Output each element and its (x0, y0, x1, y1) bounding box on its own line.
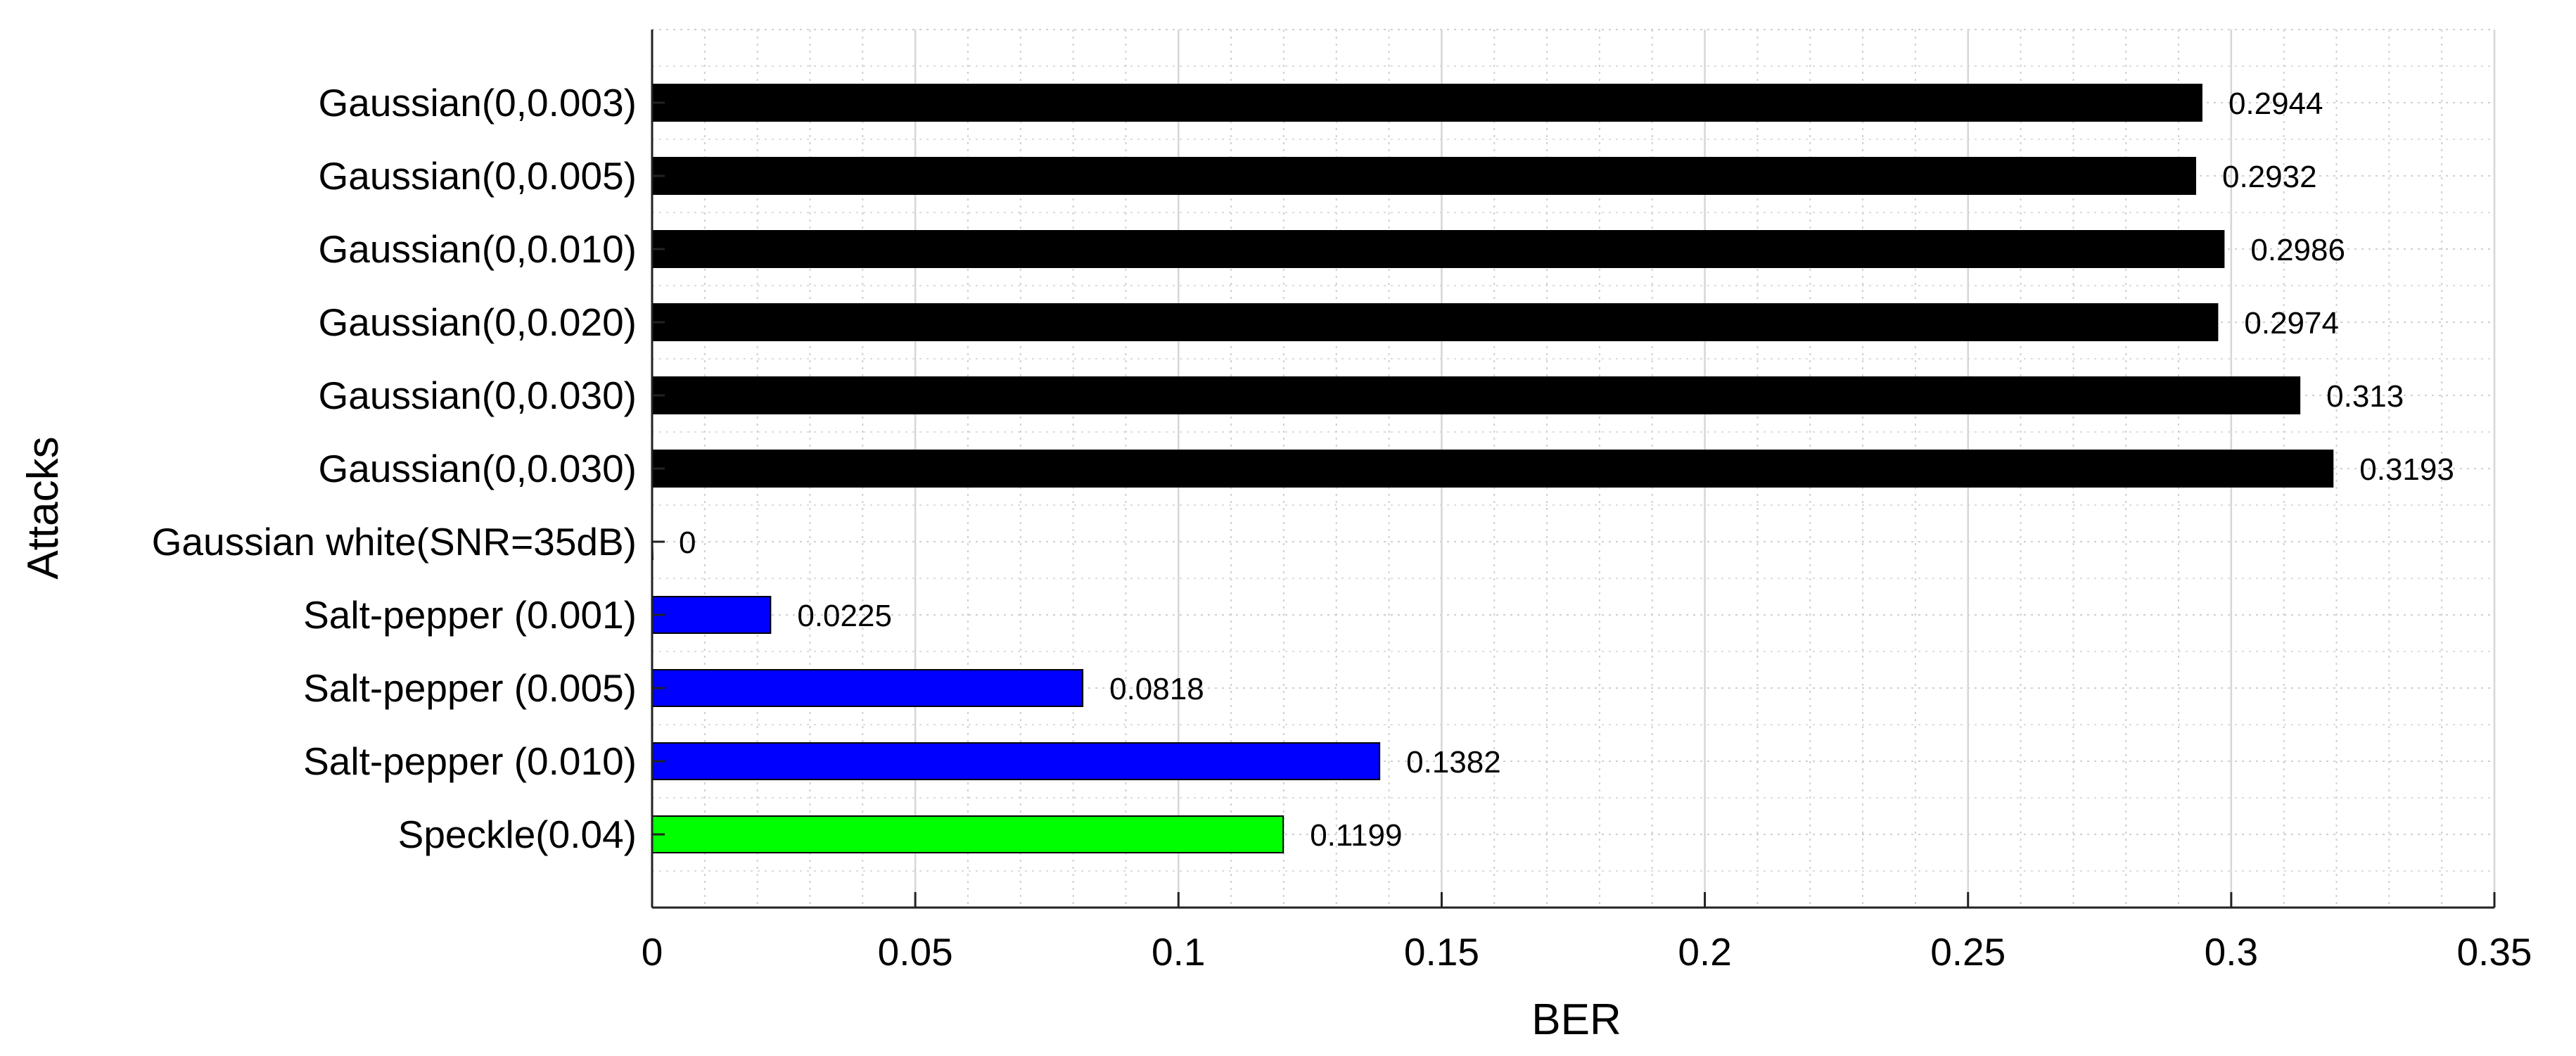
x-axis-title: BER (1531, 995, 1621, 1044)
category-label: Gaussian(0,0.030) (319, 374, 637, 417)
bar (651, 376, 2301, 414)
category-label: Gaussian(0,0.005) (319, 154, 637, 198)
x-tick-label: 0.15 (1404, 930, 1479, 974)
value-label: 0.2986 (2250, 233, 2345, 267)
y-axis-title: Attacks (19, 436, 68, 579)
value-label: 0.1382 (1406, 745, 1501, 780)
bar (651, 669, 1084, 707)
category-label: Gaussian white(SNR=35dB) (152, 520, 637, 564)
bar (651, 303, 2219, 341)
category-label: Gaussian(0,0.030) (319, 447, 637, 490)
bar (651, 742, 1381, 780)
category-label: Salt-pepper (0.001) (303, 593, 637, 637)
x-tick-label: 0.1 (1152, 930, 1205, 974)
value-label: 0.3193 (2359, 452, 2454, 487)
bar (651, 450, 2334, 488)
x-tick-label: 0.2 (1678, 930, 1731, 974)
category-label: Speckle(0.04) (398, 813, 637, 856)
value-label: 0 (679, 526, 696, 560)
value-label: 0.1199 (1310, 818, 1402, 853)
category-label: Gaussian(0,0.010) (319, 227, 637, 271)
category-label: Salt-pepper (0.010) (303, 739, 637, 783)
bars (651, 84, 2334, 853)
category-label: Gaussian(0,0.020) (319, 300, 637, 344)
value-label: 0.2932 (2222, 160, 2317, 194)
bar (651, 815, 1284, 853)
value-label: 0.313 (2326, 379, 2404, 414)
category-label: Salt-pepper (0.005) (303, 666, 637, 710)
x-tick-label: 0 (642, 930, 663, 974)
bar (651, 84, 2202, 122)
x-tick-label: 0.25 (1930, 930, 2006, 974)
bar (651, 596, 772, 634)
value-label: 0.2974 (2244, 306, 2339, 341)
x-tick-label: 0.05 (878, 930, 953, 974)
category-label: Gaussian(0,0.003) (319, 81, 637, 125)
value-label: 0.2944 (2229, 87, 2323, 121)
axes (651, 30, 2496, 909)
x-tick-label: 0.35 (2456, 930, 2532, 974)
x-tick-label: 0.3 (2205, 930, 2258, 974)
labels: 0.2944 Gaussian(0,0.003) 0.2932 Gaussian(0,… (152, 81, 2532, 974)
bar (651, 157, 2196, 195)
bar (651, 230, 2225, 268)
value-label: 0.0225 (797, 599, 892, 633)
value-label: 0.0818 (1109, 672, 1204, 706)
